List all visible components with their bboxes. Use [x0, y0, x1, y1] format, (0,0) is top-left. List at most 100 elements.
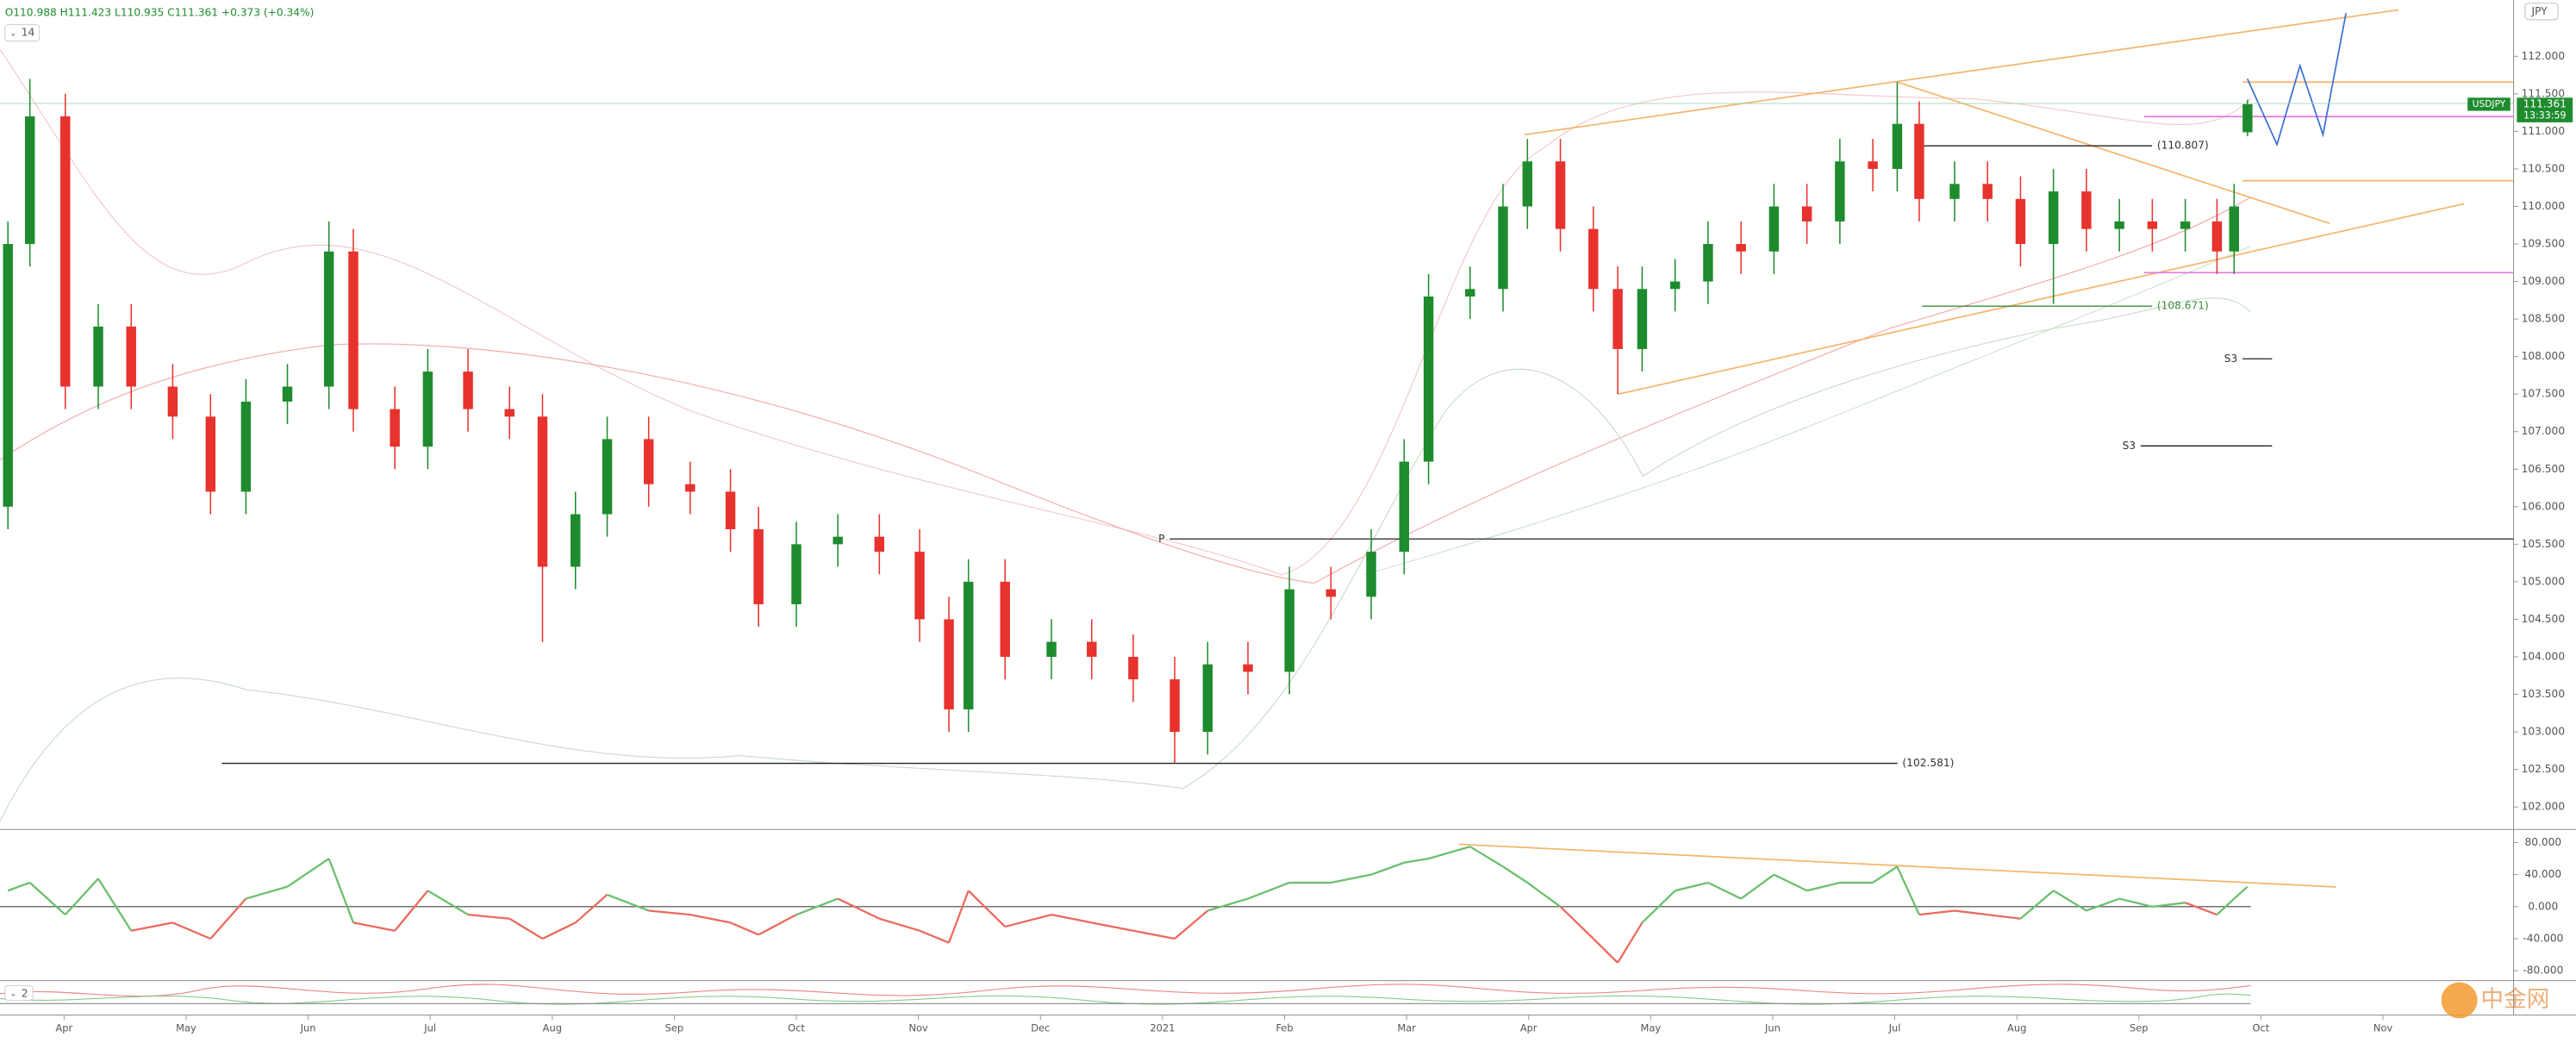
- candle-body: [2081, 191, 2092, 229]
- candle-body: [833, 536, 843, 545]
- candle-body: [2180, 221, 2191, 229]
- candle-body: [1465, 289, 1475, 297]
- y-tick-label: 107.000: [2522, 425, 2565, 437]
- candle-body: [1423, 296, 1434, 462]
- currency-button[interactable]: [2524, 3, 2559, 21]
- ohlc-header: O110.988 H111.423 L110.935 C111.361 +0.3…: [5, 7, 315, 19]
- x-tick-label: May: [176, 1021, 196, 1034]
- panel-frame: [0, 0, 2576, 1016]
- oscillator-segment: [2152, 902, 2186, 908]
- candle-body: [643, 439, 654, 484]
- candle-body: [323, 251, 334, 387]
- oscillator-segment: [64, 877, 99, 915]
- candle-body: [60, 116, 71, 387]
- y-tick-label: 112.000: [2522, 50, 2565, 62]
- oscillator-segment: [1740, 873, 1775, 900]
- level-label: P: [1158, 533, 1164, 545]
- candle-body: [1325, 589, 1337, 597]
- oscillator-segment: [1559, 906, 1594, 940]
- candle-body: [1768, 206, 1780, 252]
- candle-body: [1087, 641, 1097, 657]
- y-tick-label: 104.500: [2522, 613, 2565, 625]
- oscillator-segment: [1987, 913, 2021, 920]
- interval-badge[interactable]: [4, 24, 41, 42]
- candle-body: [602, 439, 613, 515]
- y-tick-label: 102.000: [2522, 801, 2565, 813]
- candle-body: [167, 386, 178, 417]
- candle-body: [1555, 161, 1566, 229]
- candle-body: [348, 251, 359, 409]
- candle-body: [1128, 656, 1138, 680]
- oscillator-segment: [607, 893, 650, 912]
- oscillator-segment: [2216, 897, 2236, 915]
- candle-body: [2114, 221, 2124, 229]
- y-tick-label: 107.500: [2522, 388, 2565, 400]
- candle-body: [93, 326, 103, 387]
- symbol-label: USDJPY: [2473, 98, 2506, 109]
- oscillator-segment: [795, 897, 839, 916]
- candle-body: [3, 244, 13, 507]
- candle-body: [126, 326, 136, 387]
- candle-body: [2048, 191, 2059, 245]
- trend-line: [1897, 81, 2330, 224]
- y-tick-label: 111.500: [2522, 87, 2565, 99]
- y-tick-label: 80.000: [2525, 836, 2562, 848]
- oscillator-segment: [2118, 897, 2153, 908]
- oscillator-segment: [1641, 890, 1676, 924]
- candle-body: [537, 416, 548, 567]
- candle-body: [240, 401, 252, 492]
- y-tick-label: 110.000: [2522, 200, 2565, 212]
- oscillator-segment: [209, 897, 247, 940]
- y-tick-label: 105.000: [2522, 575, 2565, 587]
- oscillator-segment: [541, 921, 577, 940]
- oscillator-segment: [1872, 865, 1899, 884]
- oscillator-segment: [327, 858, 355, 923]
- x-tick-label: Oct: [2253, 1021, 2270, 1034]
- oscillator-segment: [1469, 846, 1504, 868]
- oscillator-segment: [28, 882, 66, 915]
- candle-body: [1801, 206, 1812, 222]
- oscillator-segment: [2086, 897, 2120, 912]
- candle-body: [2242, 103, 2253, 133]
- y-tick-label: 106.500: [2522, 463, 2565, 475]
- y-tick-label: 103.000: [2522, 726, 2565, 738]
- currency: JPY: [2531, 5, 2548, 17]
- candle-body: [24, 116, 35, 245]
- oscillator-segment: [1404, 857, 1429, 864]
- oscillator-segment: [1247, 881, 1290, 900]
- projection: [2246, 13, 2347, 147]
- oscillator-segment: [286, 858, 330, 888]
- candle-body: [2211, 221, 2223, 252]
- candle-body: [1637, 289, 1648, 349]
- candle-body: [1892, 123, 1903, 169]
- candle-body: [1914, 123, 1924, 199]
- x-tick-label: Dec: [1031, 1021, 1050, 1034]
- oscillator-segment: [172, 921, 211, 940]
- oscillator-segment: [2185, 902, 2217, 916]
- candle-body: [1868, 161, 1878, 169]
- oscillator-segment: [246, 885, 288, 900]
- oscillator-segment: [1617, 921, 1644, 964]
- candle-body: [570, 514, 581, 567]
- x-tick-label: Apr: [55, 1021, 72, 1034]
- y-tick-label: 110.500: [2522, 162, 2565, 174]
- oscillator-segment: [427, 890, 469, 916]
- indicator-badge[interactable]: [4, 984, 34, 1001]
- bottom-indicator: [0, 984, 2251, 1005]
- candle-body: [1612, 289, 1623, 349]
- candle-body: [1169, 679, 1180, 733]
- oscillator-segment: [1207, 897, 1249, 912]
- y-tick-label: 108.000: [2522, 350, 2565, 362]
- x-tick-label: Jul: [423, 1021, 436, 1034]
- osc-trend-line: [1458, 843, 2336, 888]
- y-tick-label: 111.000: [2522, 125, 2565, 137]
- candle-body: [2229, 206, 2239, 252]
- oscillator-segment: [1174, 909, 1209, 940]
- oscillator-segment: [1918, 909, 1955, 916]
- y-tick-label: 0.000: [2528, 900, 2558, 912]
- oscillator-segment: [1954, 909, 1988, 916]
- trend-line: [1524, 9, 2399, 136]
- oscillator-segment: [758, 914, 797, 936]
- y-tick-label: 108.500: [2522, 313, 2565, 325]
